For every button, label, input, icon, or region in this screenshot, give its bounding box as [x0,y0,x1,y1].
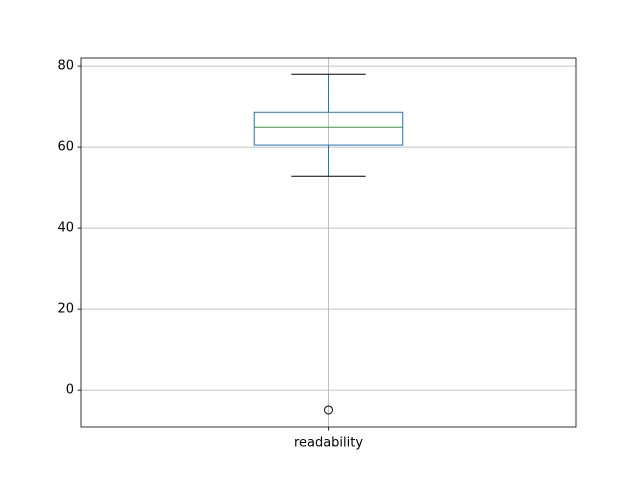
y-tick-label: 60 [57,140,74,155]
flier [324,405,333,415]
y-tick-label: 20 [57,302,74,317]
plot-frame [80,57,577,428]
y-tick-label: 0 [66,383,74,398]
y-tick-label: 80 [57,59,74,74]
box [253,111,404,146]
y-tick-label: 40 [57,221,74,236]
x-tick-label: readability [294,436,363,451]
